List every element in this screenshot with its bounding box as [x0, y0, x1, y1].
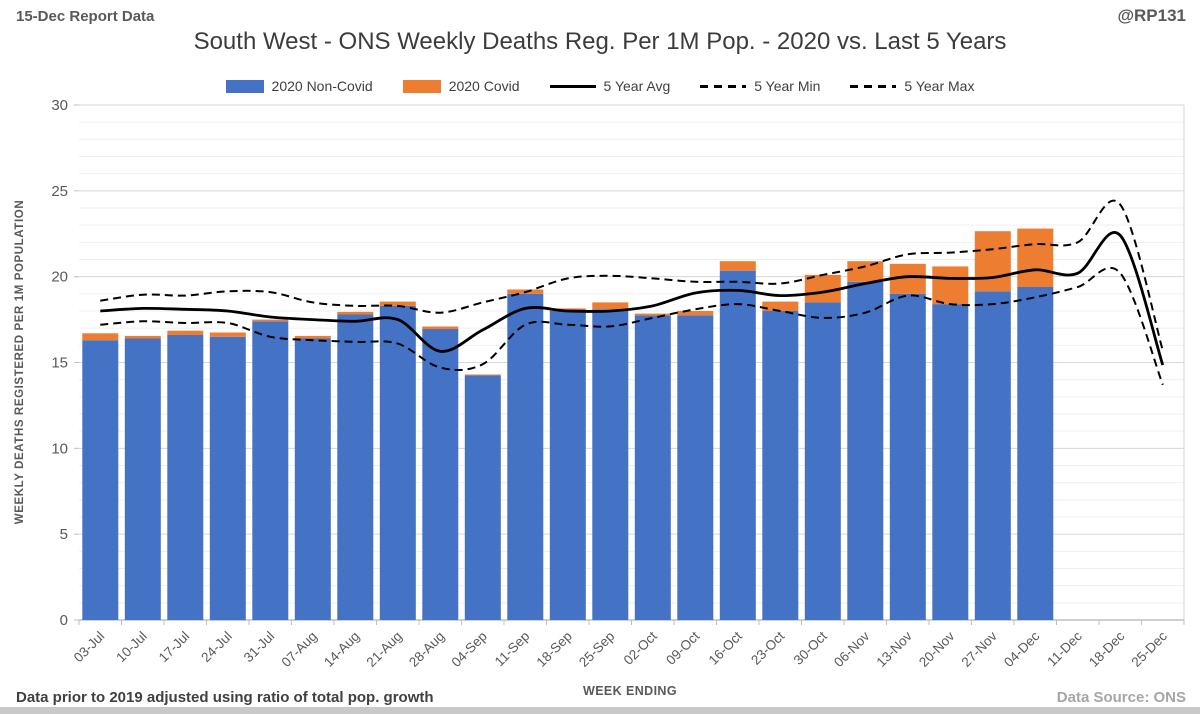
svg-text:20: 20 [51, 269, 68, 286]
svg-text:02-Oct: 02-Oct [621, 628, 660, 667]
svg-text:25: 25 [51, 183, 68, 200]
svg-text:18-Sep: 18-Sep [534, 629, 575, 670]
bars-covid [82, 228, 1054, 376]
svg-text:21-Aug: 21-Aug [364, 629, 405, 670]
legend-label-max: 5 Year Max [904, 78, 975, 94]
svg-text:5: 5 [60, 526, 68, 543]
svg-text:07-Aug: 07-Aug [279, 629, 320, 670]
y-axis-tick-labels: 0 5 10 15 20 25 30 [51, 97, 79, 629]
svg-text:15: 15 [51, 355, 68, 372]
legend-item-min: 5 Year Min [700, 78, 820, 94]
svg-text:25-Dec: 25-Dec [1129, 628, 1171, 670]
covid-swatch-icon [402, 79, 441, 93]
five-year-min-line [100, 266, 1164, 386]
bars-noncovid [82, 270, 1054, 621]
x-axis-tick-labels: 03-Jul 10-Jul 17-Jul 24-Jul 31-Jul 07-Aug 14-A… [71, 628, 1170, 670]
svg-text:27-Nov: 27-Nov [959, 628, 1001, 670]
legend-label-covid: 2020 Covid [448, 78, 520, 94]
window-edge-strip [0, 707, 1200, 714]
svg-text:24-Jul: 24-Jul [198, 629, 235, 666]
svg-text:04-Sep: 04-Sep [449, 629, 490, 670]
svg-text:31-Jul: 31-Jul [241, 629, 278, 666]
svg-text:10-Jul: 10-Jul [113, 629, 150, 666]
chart-title: South West - ONS Weekly Deaths Reg. Per … [193, 28, 1007, 55]
report-date-label: 15-Dec Report Data [16, 8, 155, 25]
author-handle: @RP131 [1117, 6, 1186, 25]
svg-text:06-Nov: 06-Nov [831, 628, 873, 670]
dashed-line-icon [850, 84, 897, 88]
solid-line-icon [549, 84, 596, 88]
svg-text:17-Jul: 17-Jul [156, 629, 193, 666]
svg-text:18-Dec: 18-Dec [1086, 628, 1128, 670]
x-axis-title: WEEK ENDING [583, 684, 677, 698]
svg-text:20-Nov: 20-Nov [916, 628, 958, 670]
svg-text:03-Jul: 03-Jul [71, 629, 108, 666]
chart-legend: 2020 Non-Covid 2020 Covid 5 Year Avg 5 Y… [0, 78, 1200, 94]
svg-text:30: 30 [51, 97, 68, 114]
svg-text:11-Sep: 11-Sep [492, 629, 533, 670]
five-year-avg-line [100, 231, 1165, 366]
legend-item-covid: 2020 Covid [402, 78, 520, 94]
svg-text:11-Dec: 11-Dec [1044, 628, 1085, 669]
y-axis-title: WEEKLY DEATHS REGISTERED PER 1M POPULATI… [14, 199, 26, 525]
svg-text:09-Oct: 09-Oct [663, 628, 702, 667]
svg-text:23-Oct: 23-Oct [748, 628, 787, 667]
dashed-line-icon [700, 84, 747, 88]
svg-text:16-Oct: 16-Oct [706, 628, 745, 667]
legend-label-noncovid: 2020 Non-Covid [271, 78, 373, 94]
svg-text:10: 10 [51, 440, 68, 457]
svg-text:28-Aug: 28-Aug [406, 629, 447, 670]
noncovid-swatch-icon [225, 79, 264, 93]
svg-text:25-Sep: 25-Sep [576, 629, 617, 670]
legend-label-min: 5 Year Min [754, 78, 821, 94]
svg-text:30-Oct: 30-Oct [791, 628, 830, 667]
legend-item-avg: 5 Year Avg [549, 78, 671, 94]
footnote: Data prior to 2019 adjusted using ratio … [16, 689, 434, 706]
svg-text:04-Dec: 04-Dec [1001, 628, 1043, 670]
svg-text:0: 0 [60, 612, 68, 629]
legend-item-max: 5 Year Max [850, 78, 974, 94]
data-source-label: Data Source: ONS [1056, 689, 1186, 706]
svg-text:14-Aug: 14-Aug [321, 629, 362, 670]
legend-item-noncovid: 2020 Non-Covid [225, 78, 373, 94]
legend-label-avg: 5 Year Avg [603, 78, 671, 94]
svg-text:13-Nov: 13-Nov [874, 628, 916, 670]
